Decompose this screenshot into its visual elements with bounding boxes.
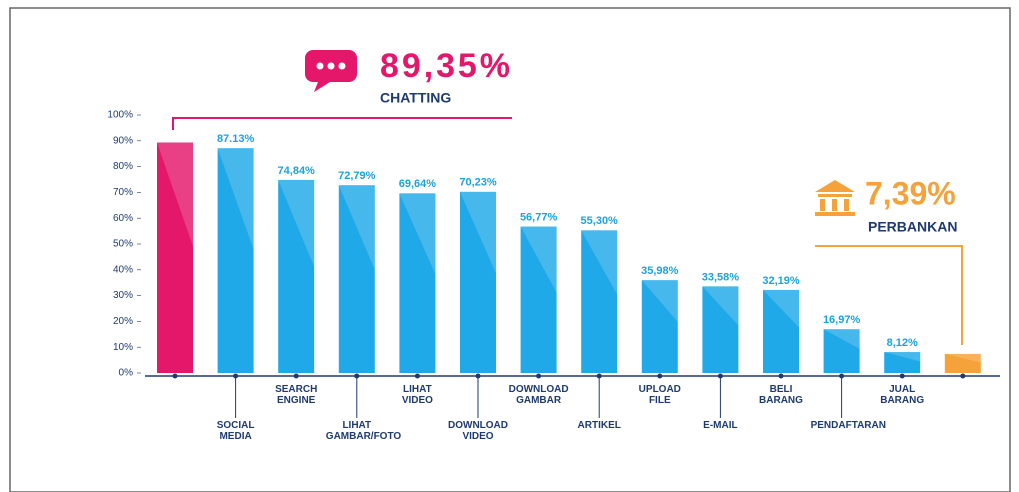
y-tick-label: 30% [113,290,133,301]
bar-shade [338,185,375,270]
axis-dot [899,373,905,379]
y-tick-label: 60% [113,213,133,224]
x-label-box: E-MAIL [703,420,738,431]
bar-shade [702,286,739,326]
x-tick-label: PENDAFTARAN [810,420,886,431]
bar [884,352,921,373]
bar-shade [157,142,193,247]
value-label: 33,58% [702,271,740,283]
bar [581,230,618,373]
x-tick-label: LIHAT GAMBAR/FOTO [325,420,402,442]
x-label-box: SEARCH ENGINE [275,384,318,406]
bar [520,226,557,373]
x-tick-label: BELI BARANG [759,384,803,406]
value-label: 55,30% [581,215,619,227]
axis-dot [172,373,178,379]
x-tick-label: LIHAT VIDEO [401,384,433,406]
y-tick-label: 70% [113,187,133,198]
x-tick-label: ARTIKEL [577,420,621,431]
bar [157,142,193,373]
bar [399,193,436,373]
bar [763,289,799,373]
axis-dot [536,373,542,379]
x-tick-label: E-MAIL [703,420,738,431]
axis-dot [960,373,966,379]
x-tick-label: DOWNLOAD GAMBAR [508,384,569,406]
bar-shade [763,289,799,328]
chat-icon [305,50,357,92]
y-tick-label: 80% [113,161,133,172]
x-tick-label: SEARCH ENGINE [275,384,318,406]
bar-shade [399,193,436,275]
x-label-box: BELI BARANG [759,384,803,406]
value-label: 35,98% [641,265,679,277]
value-label: 70,23% [459,177,497,189]
callout-value: 89,35% [380,47,510,85]
bank-icon [815,180,855,216]
bar [702,286,739,373]
x-tick-label: JUAL BARANG [880,384,925,406]
x-label-box: LIHAT VIDEO [401,384,433,406]
bar-shade [278,179,315,267]
value-label: 16,97% [823,314,861,326]
value-label: 56,77% [520,211,558,223]
y-tick-label: 40% [113,264,133,275]
value-label: 87.13% [217,133,255,145]
axis-dot [414,373,420,379]
bar-shade [217,148,254,250]
y-tick-label: 90% [113,135,133,146]
bar [217,148,254,373]
x-label-box: DOWNLOAD GAMBAR [508,384,569,406]
callout-value: 7,39% [865,175,956,211]
x-tick-label: UPLOAD FILE [638,384,681,406]
x-tick-label: SOCIAL MEDIA [216,420,255,442]
bar-shade [884,352,921,362]
bar [944,353,981,373]
value-label: 8,12% [887,337,918,349]
bar-shade [823,329,860,349]
x-tick-label: DOWNLOAD VIDEO [448,420,508,442]
callout-line [815,245,963,345]
value-label: 69,64% [399,178,437,190]
value-label: 74,84% [278,165,316,177]
callout-category: PERBANKAN [868,219,957,235]
x-label-box: PENDAFTARAN [810,420,886,431]
x-label-box: ARTIKEL [577,420,621,431]
bar-shade [944,353,981,363]
bar [278,179,315,373]
x-label-box: UPLOAD FILE [638,384,681,406]
y-tick-label: 20% [113,316,133,327]
y-tick-label: 100% [107,110,133,121]
y-tick-label: 50% [113,239,133,250]
callout-category: CHATTING [380,90,451,106]
x-label-box: LIHAT GAMBAR/FOTO [325,420,402,442]
bar [641,280,678,373]
bar-shade [641,280,678,322]
x-label-box: JUAL BARANG [880,384,925,406]
axis-dot [778,373,784,379]
bar [823,329,860,373]
y-tick-label: 0% [119,368,134,379]
x-label-box: SOCIAL MEDIA [216,420,255,442]
y-tick-label: 10% [113,342,133,353]
axis-dot [293,373,299,379]
axis-dot [657,373,663,379]
value-label: 72,79% [338,170,376,182]
x-label-box: DOWNLOAD VIDEO [448,420,508,442]
bar-shade [520,226,557,293]
callout-line [172,117,512,130]
bar [338,185,375,373]
value-label: 32,19% [762,275,800,287]
bar-shade [581,230,618,295]
bar-shade [460,191,496,274]
bar [460,191,496,373]
